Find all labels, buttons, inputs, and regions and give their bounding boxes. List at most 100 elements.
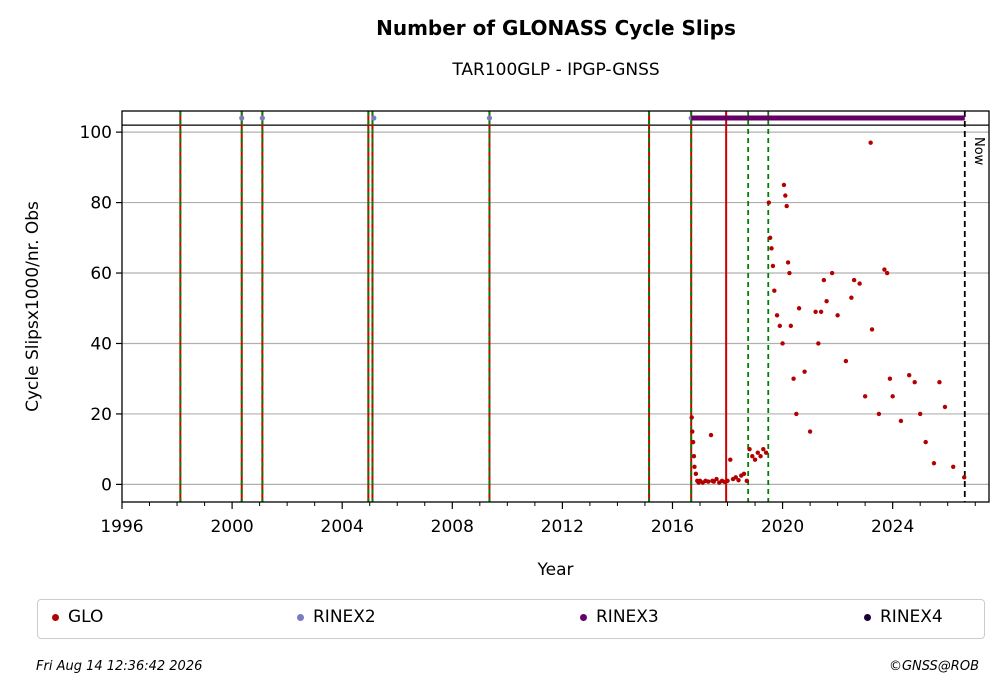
now-label: Now [971, 137, 986, 166]
x-axis-label: Year [537, 560, 574, 580]
y-tick-label: 60 [90, 264, 112, 284]
legend: GLO RINEX2 RINEX3 RINEX4 [37, 599, 985, 639]
glo-point [942, 404, 948, 410]
y-tick-label: 0 [101, 475, 112, 495]
glo-point [931, 461, 937, 466]
rinex2-point [239, 115, 245, 121]
glo-point [772, 288, 777, 293]
legend-label-rinex3: RINEX3 [596, 607, 659, 627]
glo-point [761, 446, 766, 452]
glo-point [708, 432, 714, 438]
y-axis-label: Cycle Slipsx1000/nr. Obs [23, 201, 43, 412]
glo-point [962, 475, 967, 480]
glo-point [770, 263, 776, 269]
glo-point [693, 471, 699, 477]
glo-point [777, 323, 783, 329]
y-tick-label: 40 [90, 334, 112, 354]
glo-point [835, 313, 840, 318]
glo-point [824, 299, 829, 304]
glo-point [821, 277, 827, 283]
glo-point [750, 454, 755, 459]
glo-point [690, 429, 695, 434]
glo-point [787, 270, 792, 276]
glo-point [767, 235, 773, 241]
x-tick-label: 2000 [210, 517, 253, 537]
footer-timestamp: Fri Aug 14 12:36:42 2026 [36, 659, 203, 674]
glo-point [691, 454, 697, 459]
glo-point [917, 411, 923, 417]
glo-point [752, 457, 758, 462]
glo-point [783, 193, 788, 198]
glo-point [706, 479, 711, 484]
glo-point [766, 200, 772, 205]
glo-point [876, 411, 882, 417]
glo-point [741, 471, 747, 477]
glo-point [807, 429, 813, 434]
glo-point [937, 380, 942, 385]
glo-point [781, 182, 787, 188]
glo-point [818, 309, 824, 314]
glo-point [868, 140, 873, 145]
plot-frame [121, 110, 990, 503]
footer-copyright: ©GNSS@ROB [888, 659, 979, 674]
glo-point [882, 267, 887, 272]
glo-point [890, 394, 895, 399]
glo-point [725, 478, 730, 484]
glo-point [736, 477, 741, 483]
glo-point [923, 439, 928, 445]
glo-point [887, 376, 893, 381]
legend-item-rinex2: RINEX2 [297, 607, 376, 627]
legend-label-rinex4: RINEX4 [880, 607, 943, 627]
glo-point [843, 358, 849, 364]
glo-point [816, 341, 821, 346]
glo-point [774, 313, 780, 318]
glo-point [758, 454, 763, 459]
y-tick-label: 100 [80, 123, 112, 143]
glo-point [791, 376, 796, 381]
glo-point [869, 327, 875, 332]
x-tick-label: 2024 [871, 517, 914, 537]
legend-marker-rinex4 [864, 613, 871, 621]
glo-point [744, 478, 749, 484]
glo-point [951, 464, 956, 469]
chart-svg: Now 0 20 40 60 80 100 1996 2000 2004 2008 2012 2016 2… [23, 110, 990, 580]
glo-point [857, 281, 862, 286]
glo-point [747, 446, 752, 452]
glo-point [851, 277, 857, 283]
legend-marker-rinex2 [297, 613, 304, 621]
glo-point [714, 476, 719, 482]
rinex2-point [259, 115, 265, 121]
glo-point [763, 450, 769, 455]
y-tick-label: 80 [90, 194, 112, 214]
y-tick-label: 20 [90, 405, 112, 425]
legend-item-rinex4: RINEX4 [864, 607, 943, 627]
glo-point [755, 450, 760, 455]
glo-point [829, 270, 835, 276]
rinex2-point [486, 115, 493, 121]
legend-item-glo: GLO [52, 607, 103, 627]
glo-point [813, 309, 818, 314]
glo-point [733, 475, 738, 480]
legend-label-rinex2: RINEX2 [313, 607, 376, 627]
glo-point [849, 295, 854, 300]
x-tick-label: 2012 [541, 517, 584, 537]
x-tick-label: 2008 [431, 517, 474, 537]
glo-point [689, 415, 694, 420]
chart-title: Number of GLONASS Cycle Slips [376, 16, 736, 40]
x-tick-label: 2020 [761, 517, 804, 537]
glo-point [728, 457, 733, 462]
x-tick-label: 2004 [321, 517, 364, 537]
glo-point [802, 369, 807, 374]
glo-point [884, 270, 890, 276]
glo-point [906, 372, 912, 378]
glo-point [690, 439, 696, 445]
glo-point [794, 411, 799, 417]
legend-marker-glo [52, 613, 59, 621]
glo-point [785, 260, 791, 265]
x-tick-label: 1996 [100, 517, 143, 537]
x-tick-label: 2016 [651, 517, 694, 537]
glo-point [796, 306, 802, 311]
legend-marker-rinex3 [580, 613, 587, 621]
glo-point [862, 394, 868, 399]
glo-point [692, 464, 697, 469]
